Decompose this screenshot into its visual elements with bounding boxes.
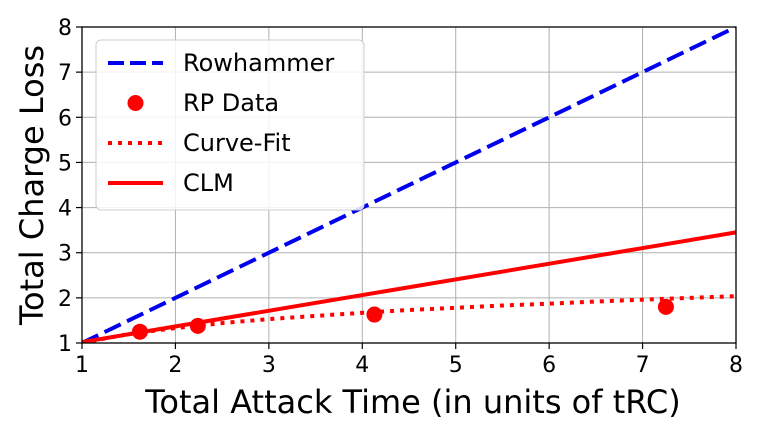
legend-label-clm: CLM: [183, 169, 234, 197]
plot-frame: [81, 26, 737, 344]
plot-series: [82, 27, 736, 343]
series-line-clm: [82, 230, 736, 343]
series-line-rowhammer: [82, 27, 736, 343]
x-tick-label: 8: [729, 353, 743, 378]
point-rp-data: [657, 298, 674, 315]
legend: Rowhammer RP Data Curve-Fit CLM: [95, 39, 365, 211]
x-tick-label: 4: [355, 353, 369, 378]
y-tick-label: 7: [58, 61, 72, 86]
x-axis-title: Total Attack Time (in units of tRC): [144, 383, 680, 421]
y-tick-label: 3: [58, 242, 72, 267]
legend-marker-rp-data: [127, 95, 144, 111]
y-axis-title: Total Charge Loss: [13, 45, 51, 326]
x-tick-label: 3: [262, 353, 276, 378]
x-tick-label: 5: [449, 353, 463, 378]
axis-ticks: 1 2 3 4 5 6 7 8 1 2 3 4 5 6 7 8: [58, 16, 743, 378]
x-tick-label: 1: [75, 353, 89, 378]
y-tick-label: 1: [58, 332, 72, 357]
y-tick-label: 5: [58, 151, 72, 176]
y-tick-label: 4: [58, 197, 72, 222]
legend-label-curve-fit: Curve-Fit: [183, 129, 291, 157]
legend-box: [95, 39, 365, 211]
legend-label-rowhammer: Rowhammer: [183, 49, 334, 77]
point-rp-data: [366, 306, 383, 323]
y-tick-label: 8: [58, 16, 72, 41]
legend-label-rp-data: RP Data: [183, 89, 279, 117]
y-tick-label: 6: [58, 106, 72, 131]
x-tick-label: 6: [542, 353, 556, 378]
y-tick-label: 2: [58, 287, 72, 312]
x-tick-label: 2: [168, 353, 182, 378]
series-line-curve-fit: [82, 294, 736, 343]
x-tick-label: 7: [636, 353, 650, 378]
